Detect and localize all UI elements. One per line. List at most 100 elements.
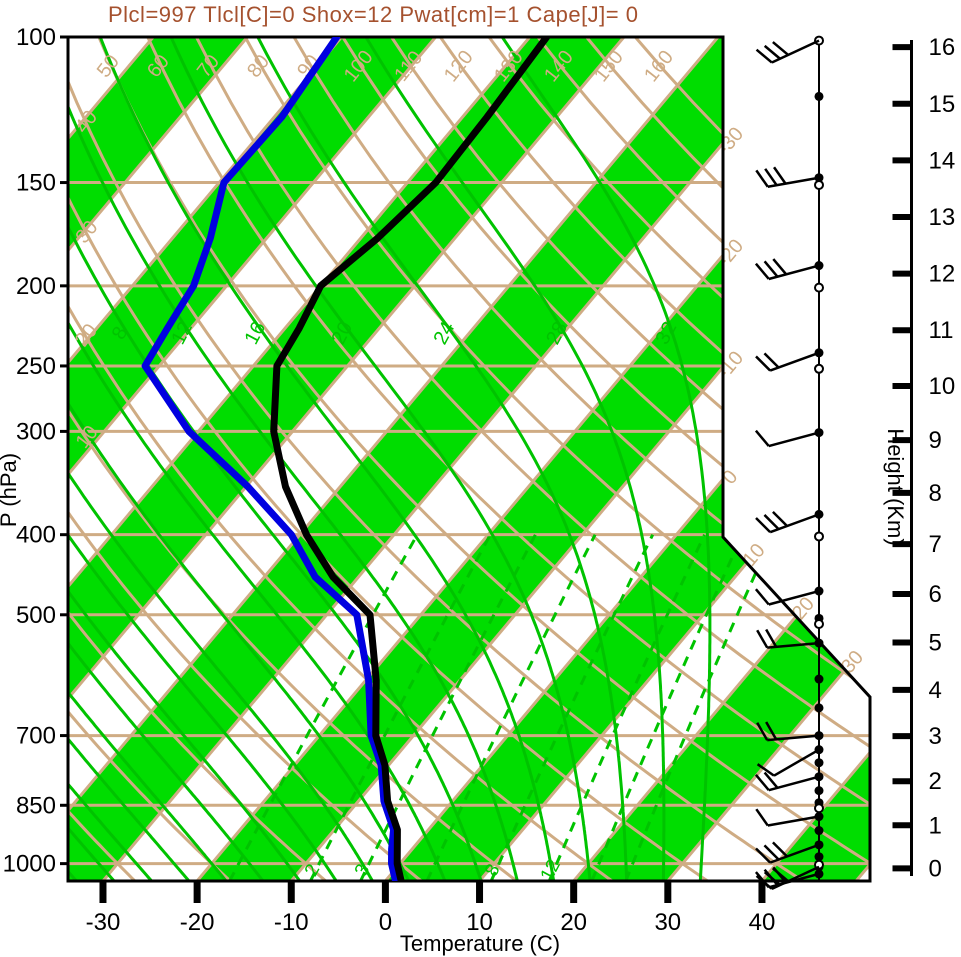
height-tick-label: 11: [929, 317, 954, 344]
green-band: [573, 37, 870, 881]
station-dot: [814, 758, 824, 768]
wind-barb-tick: [765, 721, 778, 740]
dry-adiabat-line: [68, 37, 232, 881]
station-dot-open: [814, 531, 824, 542]
wind-barb-tick: [763, 514, 780, 530]
temperature-curve: [270, 37, 551, 881]
isotherm-line: [68, 37, 720, 881]
chart-title: Plcl=997 Tlcl[C]=0 Shox=12 Pwat[cm]=1 Ca…: [108, 2, 639, 27]
height-tick-label: 4: [929, 677, 942, 704]
height-tick-label: 12: [929, 261, 956, 288]
dry-adiabat-line: [68, 37, 327, 881]
mixing-ratio-line: [547, 534, 706, 881]
isotherm-line: [68, 37, 626, 881]
isotherm-line: [68, 37, 531, 881]
plot-frame: [66, 35, 872, 883]
wind-barb-tick: [756, 629, 769, 649]
wind-barb-tick: [765, 628, 778, 648]
moist-adiabat-line: [500, 37, 712, 881]
temperature-tick-label: 0: [379, 909, 392, 936]
green-shading-bands: [68, 37, 870, 881]
wind-barb-tick: [755, 517, 772, 534]
moist-adiabat-line: [169, 37, 592, 881]
moist-adiabat-line: [68, 37, 302, 881]
moist-adiabat-line: [68, 37, 519, 881]
station-dot: [814, 703, 824, 713]
wind-barb-stem: [773, 748, 820, 777]
wind-barb-tick: [763, 44, 781, 60]
dry-adiabat-line: [68, 37, 805, 881]
height-tick-label: 0: [929, 855, 942, 882]
moist-adiabat-line: [68, 37, 153, 881]
height-tick-label: 5: [929, 630, 942, 657]
dry-adiabat-line: [243, 37, 870, 881]
temperature-axis: -30 -20 -10 0 10 20 30 40: [86, 881, 775, 936]
temperature-tick-label: -30: [86, 909, 121, 936]
dry-adiabat-line: [97, 37, 870, 881]
mixing-ratio-line: [425, 534, 597, 881]
mixing-ratio-line: [624, 534, 775, 881]
wind-barb-tick: [755, 48, 773, 64]
moist-adiabat-line: [68, 37, 447, 881]
dry-adiabat-line: [68, 37, 423, 881]
temperature-axis-title: Temperature (C): [400, 931, 560, 956]
dry-adiabat-lines: [68, 37, 870, 881]
isotherm-line: [68, 37, 249, 881]
pressure-axis: 100 150 200 250 300 400 500 700 850 1000: [3, 24, 68, 878]
station-dot: [814, 674, 824, 684]
wind-barb-tick: [754, 262, 770, 280]
moist-adiabat-line: [68, 37, 411, 881]
pressure-tick-label: 200: [16, 273, 56, 300]
wind-barb-tick: [772, 510, 788, 527]
wind-barb-tick: [763, 844, 780, 861]
height-tick-label: 14: [929, 147, 956, 174]
temperature-tick-label: 30: [654, 909, 681, 936]
wind-barb-tick: [754, 429, 770, 447]
dry-adiabat-line: [341, 37, 870, 881]
moist-adiabat-label: 16: [240, 318, 270, 348]
pressure-tick-label: 250: [16, 353, 56, 380]
pressure-tick-label: 1000: [3, 851, 56, 878]
dry-adiabat-line: [146, 37, 870, 881]
station-dot: [814, 786, 824, 796]
temperature-tick-label: 10: [466, 909, 493, 936]
station-dot-open: [814, 803, 824, 814]
height-tick-label: 3: [929, 723, 942, 750]
wind-barb-tick: [772, 866, 788, 884]
height-tick-label: 9: [929, 427, 942, 454]
wind-barb-tick: [764, 168, 778, 186]
wind-barb-tick: [755, 847, 772, 864]
station-dot-open: [814, 363, 824, 374]
moist-adiabat-line: [68, 37, 191, 881]
height-tick-label: 2: [929, 768, 942, 795]
height-tick-label: 8: [929, 480, 942, 507]
isotherm-line: [101, 37, 814, 881]
mixing-ratio-line: [489, 534, 655, 881]
station-dot-open: [814, 619, 824, 630]
pressure-tick-label: 300: [16, 418, 56, 445]
moist-adiabat-line: [68, 37, 338, 881]
dry-adiabat-line: [390, 37, 870, 881]
wind-barb-tick: [772, 841, 788, 858]
moist-adiabat-line: [68, 37, 228, 881]
plot-border: [66, 35, 872, 883]
temperature-tick-label: 20: [560, 909, 587, 936]
station-dot-open: [814, 282, 824, 293]
moist-adiabat-label: 24: [430, 318, 460, 348]
moist-adiabat-line: [68, 37, 374, 881]
wind-barb-tick: [763, 352, 780, 369]
wind-barb-tick: [754, 871, 770, 889]
moist-adiabat-line: [68, 37, 265, 881]
height-tick-label: 7: [929, 531, 942, 558]
pressure-axis-title: P (hPa): [0, 453, 21, 527]
wind-barb-tick: [763, 868, 779, 886]
height-tick-label: 15: [929, 91, 956, 118]
wind-barb-tick: [772, 258, 788, 276]
dry-adiabat-line: [68, 37, 614, 881]
dry-adiabat-label: 80: [243, 51, 274, 82]
dewpoint-curve: [141, 37, 399, 881]
wind-barb-stem: [767, 815, 820, 827]
dry-adiabat-line: [68, 37, 137, 881]
